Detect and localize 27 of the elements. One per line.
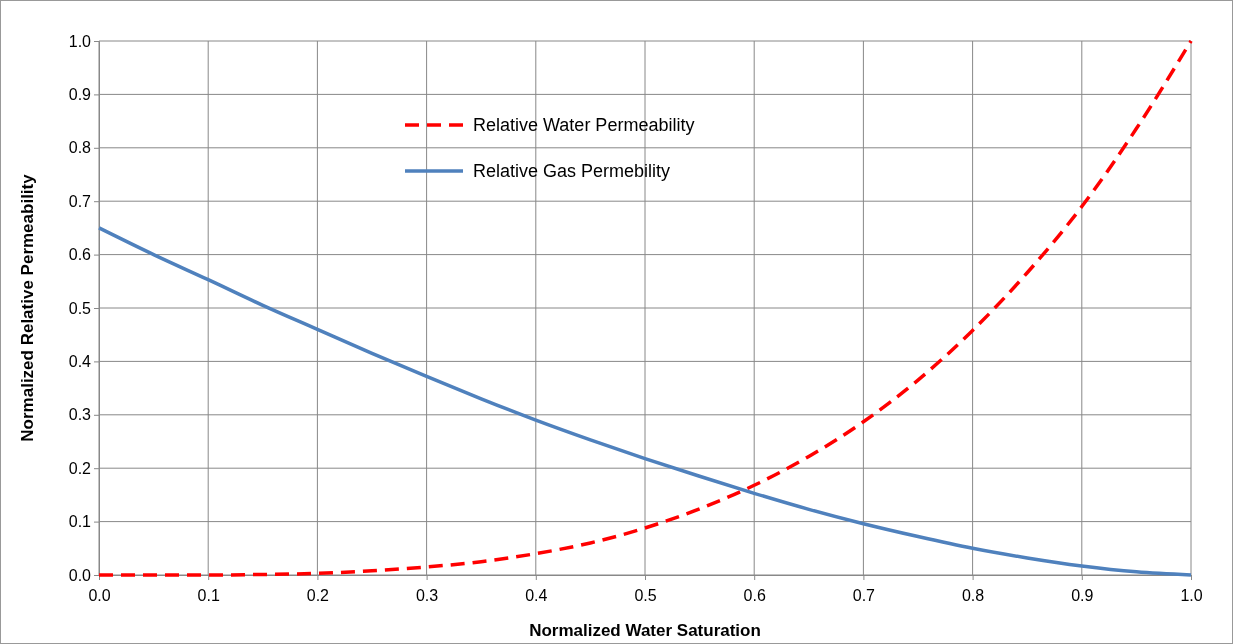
x-tick-label: 0.6 bbox=[743, 586, 766, 604]
line-series bbox=[97, 39, 1193, 577]
x-tick-label: 0.3 bbox=[415, 586, 439, 604]
legend-label: Relative Gas Permebility bbox=[473, 161, 671, 181]
y-tick-label: 0.9 bbox=[68, 86, 92, 104]
x-tick-label: 0.2 bbox=[306, 586, 330, 604]
x-axis-title: Normalized Water Saturation bbox=[529, 621, 761, 640]
y-tick-label: 0.2 bbox=[68, 459, 92, 477]
x-tick-label: 0.8 bbox=[961, 586, 985, 604]
y-tick-label: 1.0 bbox=[68, 32, 92, 50]
legend-label: Relative Water Permeability bbox=[473, 115, 695, 135]
y-tick-label: 0.6 bbox=[68, 246, 92, 264]
x-tick-label: 0.7 bbox=[852, 586, 876, 604]
y-tick-label: 0.7 bbox=[68, 192, 92, 210]
y-tick-label: 0.5 bbox=[68, 299, 92, 317]
y-tick-label: 0.4 bbox=[68, 353, 92, 371]
x-tick-label: 1.0 bbox=[1180, 586, 1203, 604]
x-tick-label: 0.5 bbox=[634, 586, 657, 604]
x-tick-label: 0.0 bbox=[88, 586, 111, 604]
y-axis-title: Normalized Relative Permeability bbox=[18, 173, 37, 442]
y-tick-label: 0.3 bbox=[68, 406, 92, 424]
y-tick-label: 0.1 bbox=[68, 513, 92, 531]
x-tick-label: 0.1 bbox=[197, 586, 220, 604]
x-tick-label: 0.4 bbox=[525, 586, 548, 604]
y-tick-label: 0.8 bbox=[68, 139, 92, 157]
y-tick-label: 0.0 bbox=[68, 566, 92, 584]
x-tick-label: 0.9 bbox=[1071, 586, 1094, 604]
